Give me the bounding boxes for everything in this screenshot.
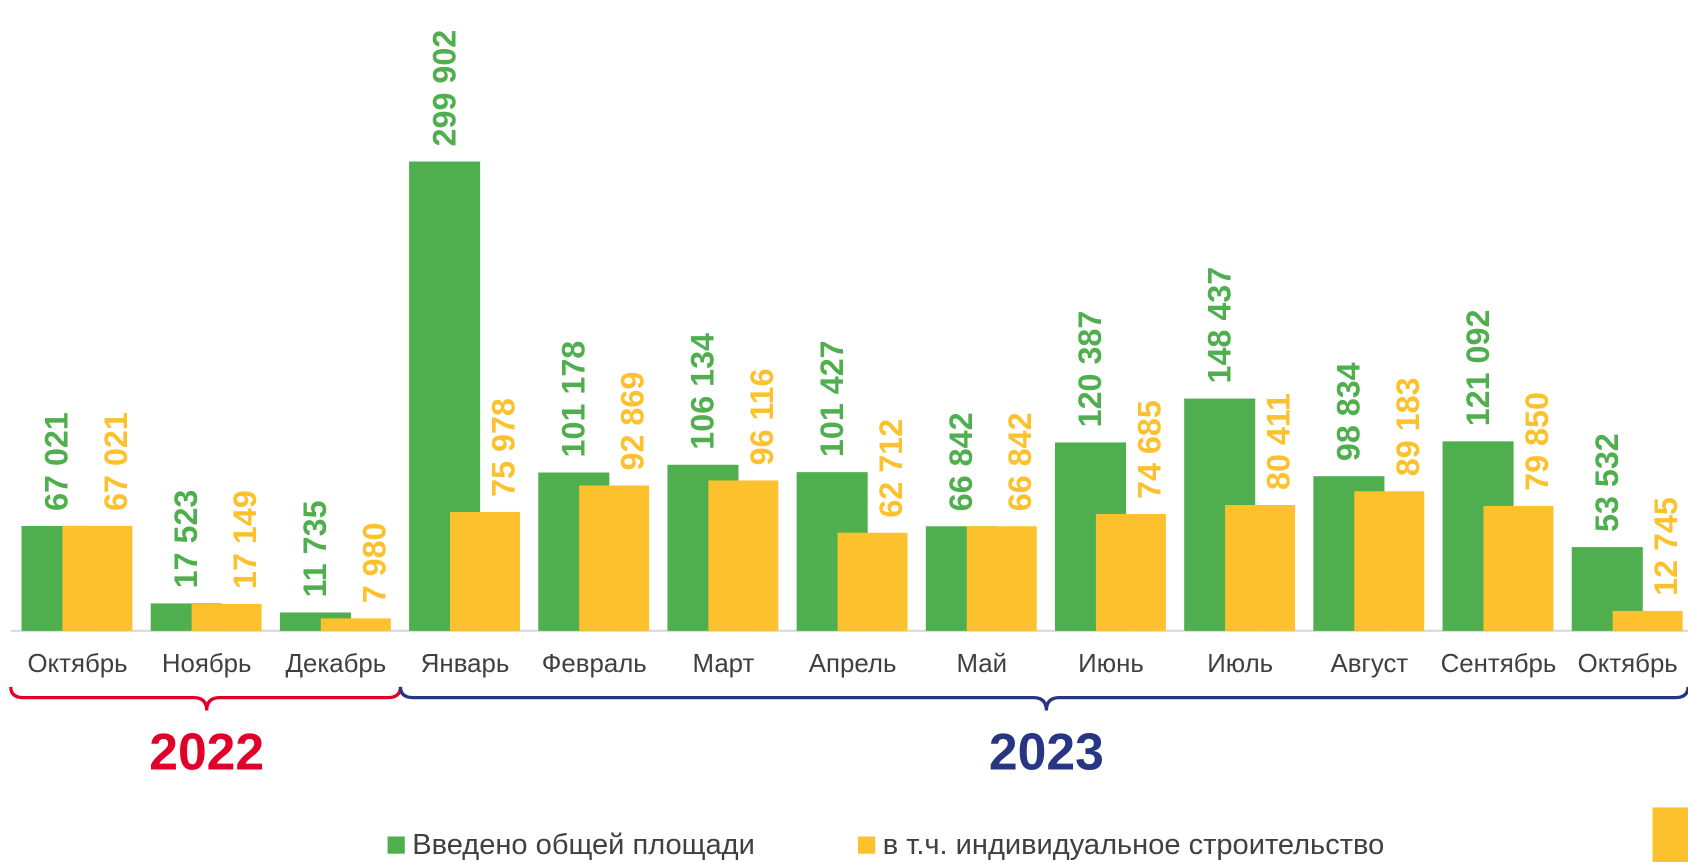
value-label: 67 021 (39, 412, 75, 511)
value-label: 7 980 (356, 523, 392, 604)
value-label: 79 850 (1519, 392, 1555, 491)
x-tick-label: Сентябрь (1441, 650, 1557, 678)
x-tick-label: Май (956, 650, 1007, 678)
value-label: 11 735 (297, 500, 333, 597)
x-tick-label: Март (693, 650, 755, 678)
legend-label: в т.ч. индивидуальное строительство (883, 829, 1385, 861)
x-tick-label: Июль (1207, 650, 1273, 678)
value-label: 17 149 (227, 490, 263, 589)
x-tick-label: Апрель (809, 650, 897, 678)
x-tick-label: Октябрь (27, 650, 127, 678)
value-label: 106 134 (685, 333, 721, 450)
bar (320, 618, 391, 631)
bar (708, 480, 779, 631)
x-tick-label: Август (1330, 650, 1408, 678)
bar (62, 525, 133, 631)
value-label: 98 834 (1331, 362, 1367, 461)
x-tick-label: Ноябрь (162, 650, 252, 678)
value-label: 53 532 (1589, 433, 1625, 532)
x-tick-label: Декабрь (286, 650, 387, 678)
bar (1225, 505, 1296, 631)
bar (191, 604, 262, 631)
value-label: 62 712 (873, 419, 909, 518)
legend-swatch (387, 836, 405, 854)
bar (966, 526, 1037, 631)
value-label: 92 869 (615, 372, 651, 471)
x-tick-label: Октябрь (1578, 650, 1678, 678)
group-bracket (9, 686, 403, 711)
value-label: 299 902 (426, 30, 462, 147)
value-label: 121 092 (1460, 310, 1496, 427)
value-label: 120 387 (1072, 311, 1108, 428)
value-label: 101 427 (814, 340, 850, 457)
value-label: 101 178 (555, 341, 591, 458)
x-tick-label: Июнь (1078, 650, 1144, 678)
value-label: 75 978 (486, 398, 522, 497)
value-label: 96 116 (744, 368, 780, 465)
value-label: 67 021 (98, 412, 134, 511)
group-label: 2023 (989, 722, 1104, 780)
value-label: 12 745 (1648, 497, 1684, 596)
bar (1354, 491, 1425, 631)
bar (837, 532, 908, 631)
legend-swatch (857, 836, 876, 854)
group-label: 2022 (149, 722, 264, 780)
bar (579, 485, 650, 631)
value-label: 66 842 (943, 412, 979, 511)
bar (1612, 610, 1683, 631)
bar (1095, 513, 1166, 631)
bar (449, 511, 520, 631)
decoration (1652, 807, 1688, 862)
value-label: 148 437 (1201, 267, 1237, 384)
value-label: 74 685 (1131, 400, 1167, 499)
value-label: 17 523 (168, 490, 204, 589)
x-tick-label: Январь (421, 650, 510, 678)
group-bracket (398, 686, 1688, 711)
value-label: 80 411 (1261, 393, 1297, 490)
legend-label: Введено общей площади (412, 829, 755, 861)
x-tick-label: Февраль (542, 650, 647, 678)
value-label: 89 183 (1390, 377, 1426, 476)
bar (1483, 505, 1554, 631)
value-label: 66 842 (1002, 412, 1038, 511)
